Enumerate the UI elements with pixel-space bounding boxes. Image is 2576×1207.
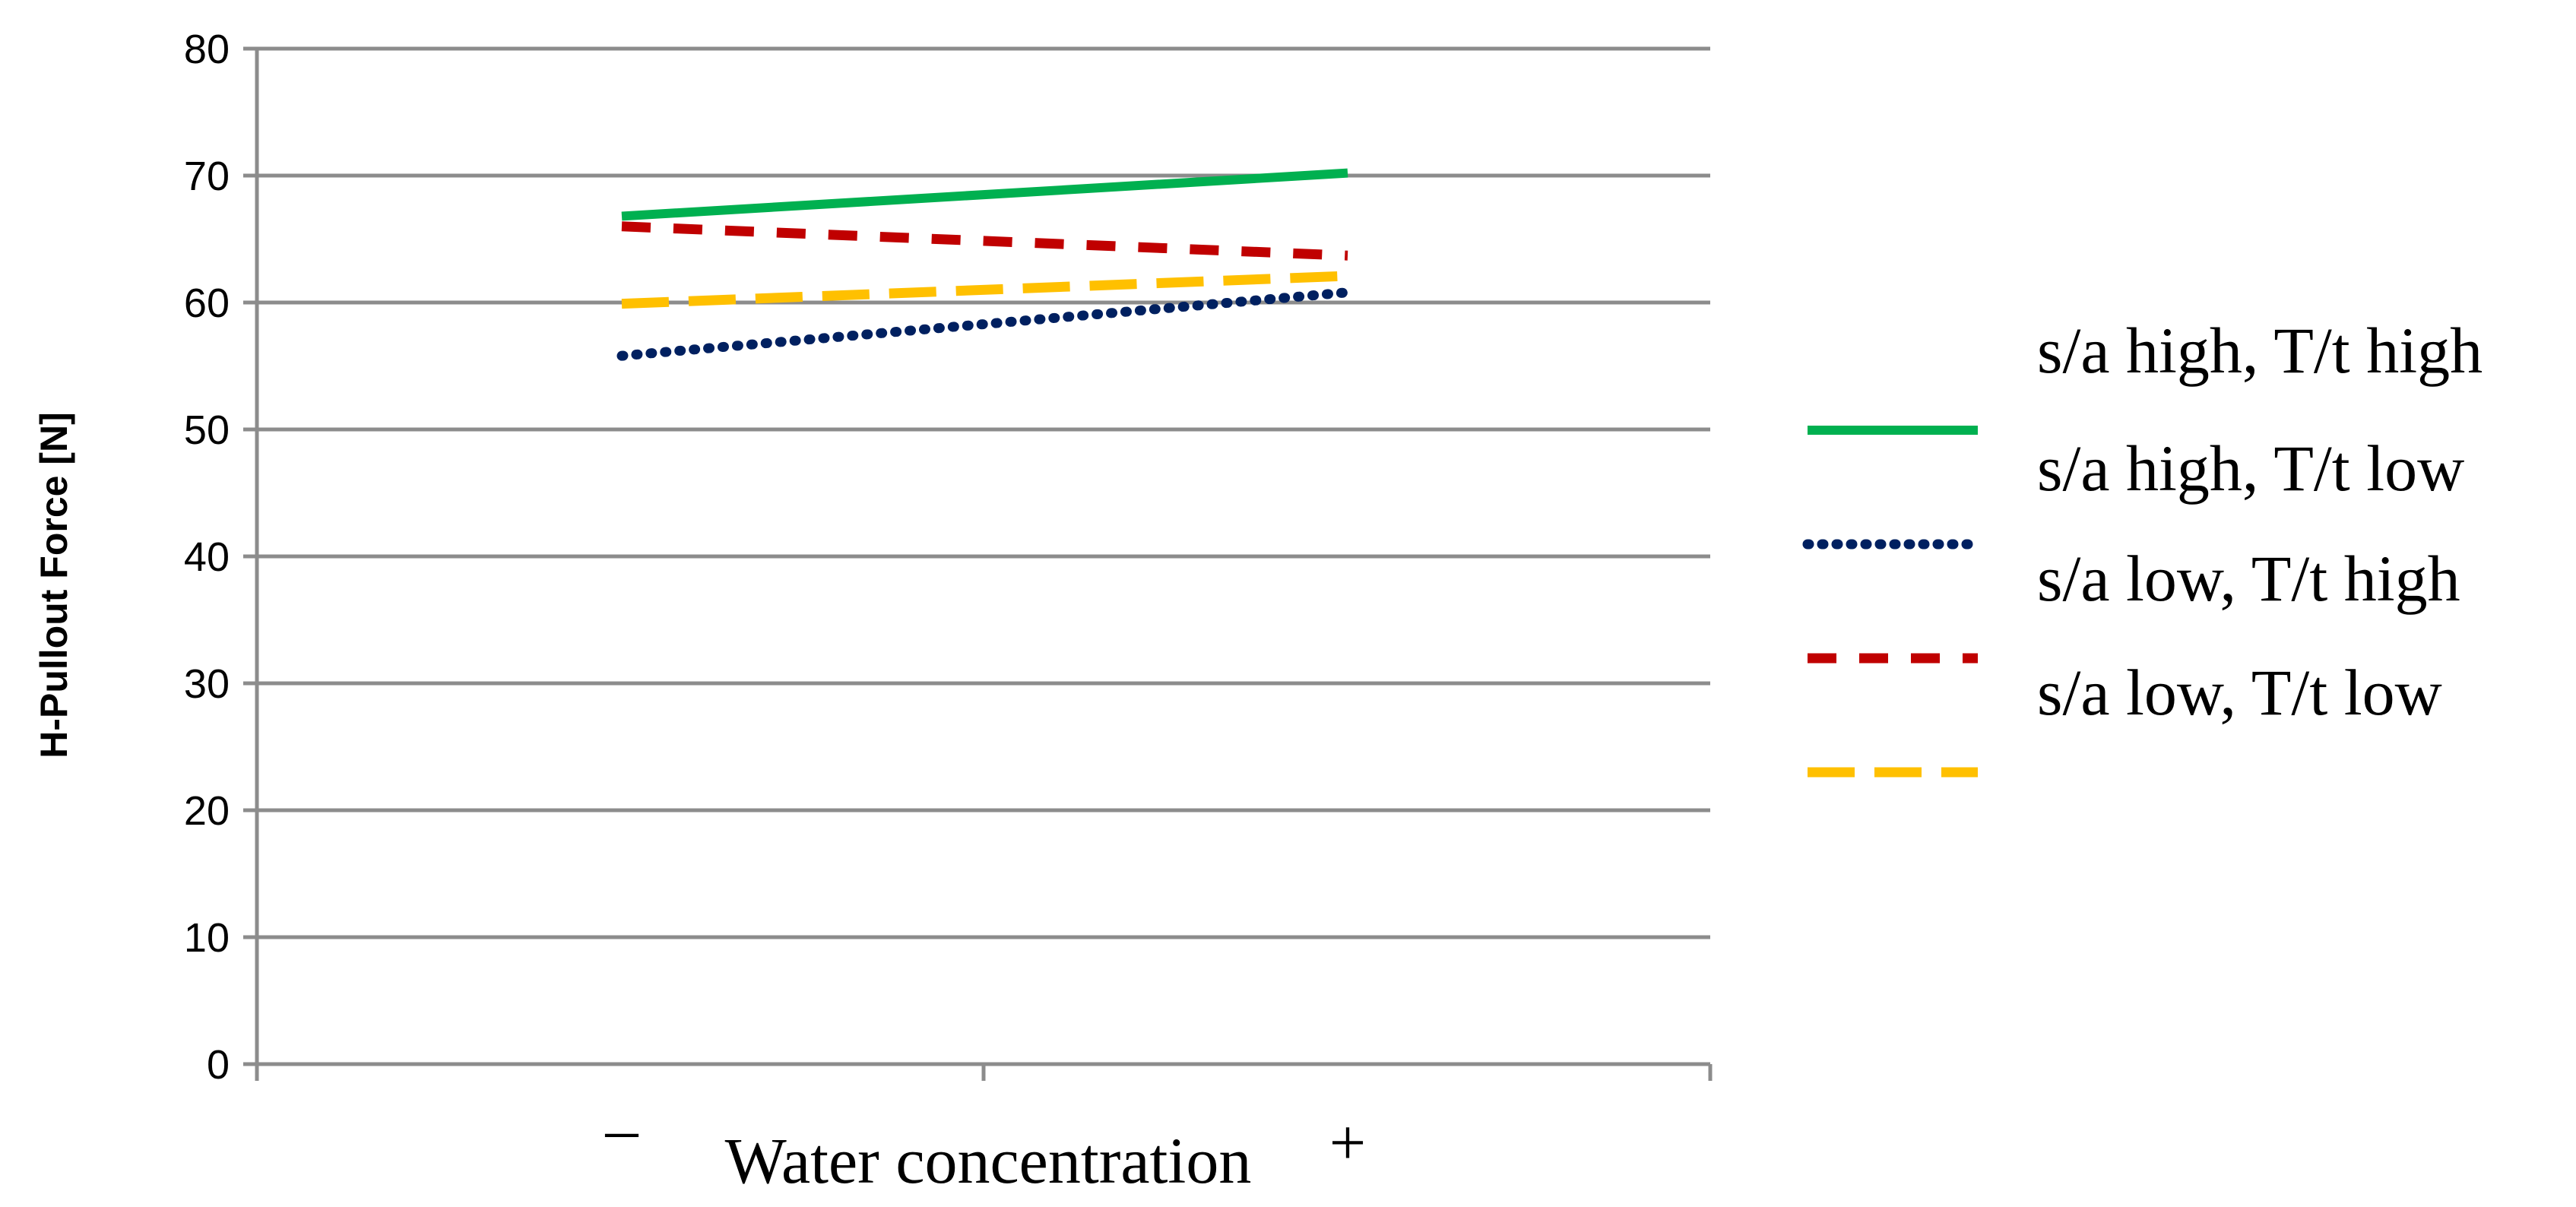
legend: s/a high, T/t high s/a high, T/t low s/a l… <box>1802 314 2483 778</box>
y-tick-label-50: 50 <box>184 407 230 453</box>
x-axis-label: Water concentration <box>725 1124 1252 1197</box>
series-line-2 <box>616 287 1353 361</box>
y-tick-label-0: 0 <box>207 1042 230 1088</box>
legend-label-2: s/a high, T/t low <box>2037 432 2464 505</box>
y-tick-label-20: 20 <box>184 788 230 834</box>
legend-label-4: s/a low, T/t low <box>2037 656 2442 729</box>
y-tick-labels: 0 10 20 30 40 50 60 70 80 <box>184 27 230 1088</box>
legend-label-3: s/a low, T/t high <box>2037 542 2460 615</box>
y-axis-label: H-Pullout Force [N] <box>33 412 75 759</box>
axes <box>243 46 1713 1081</box>
y-tick-label-40: 40 <box>184 534 230 580</box>
x-axis-high-marker: + <box>1329 1106 1367 1179</box>
y-tick-label-60: 60 <box>184 280 230 326</box>
series-line-4 <box>621 271 1348 309</box>
y-tick-label-10: 10 <box>184 915 230 961</box>
series-line-3 <box>621 221 1348 261</box>
series-line-1 <box>621 168 1348 221</box>
y-tick-label-70: 70 <box>184 154 230 199</box>
y-tick-label-30: 30 <box>184 661 230 707</box>
legend-label-1: s/a high, T/t high <box>2037 314 2483 387</box>
y-tick-label-80: 80 <box>184 27 230 72</box>
gridlines <box>257 46 1710 939</box>
series-lines <box>616 168 1353 361</box>
x-axis-low-marker: – <box>605 1092 639 1165</box>
